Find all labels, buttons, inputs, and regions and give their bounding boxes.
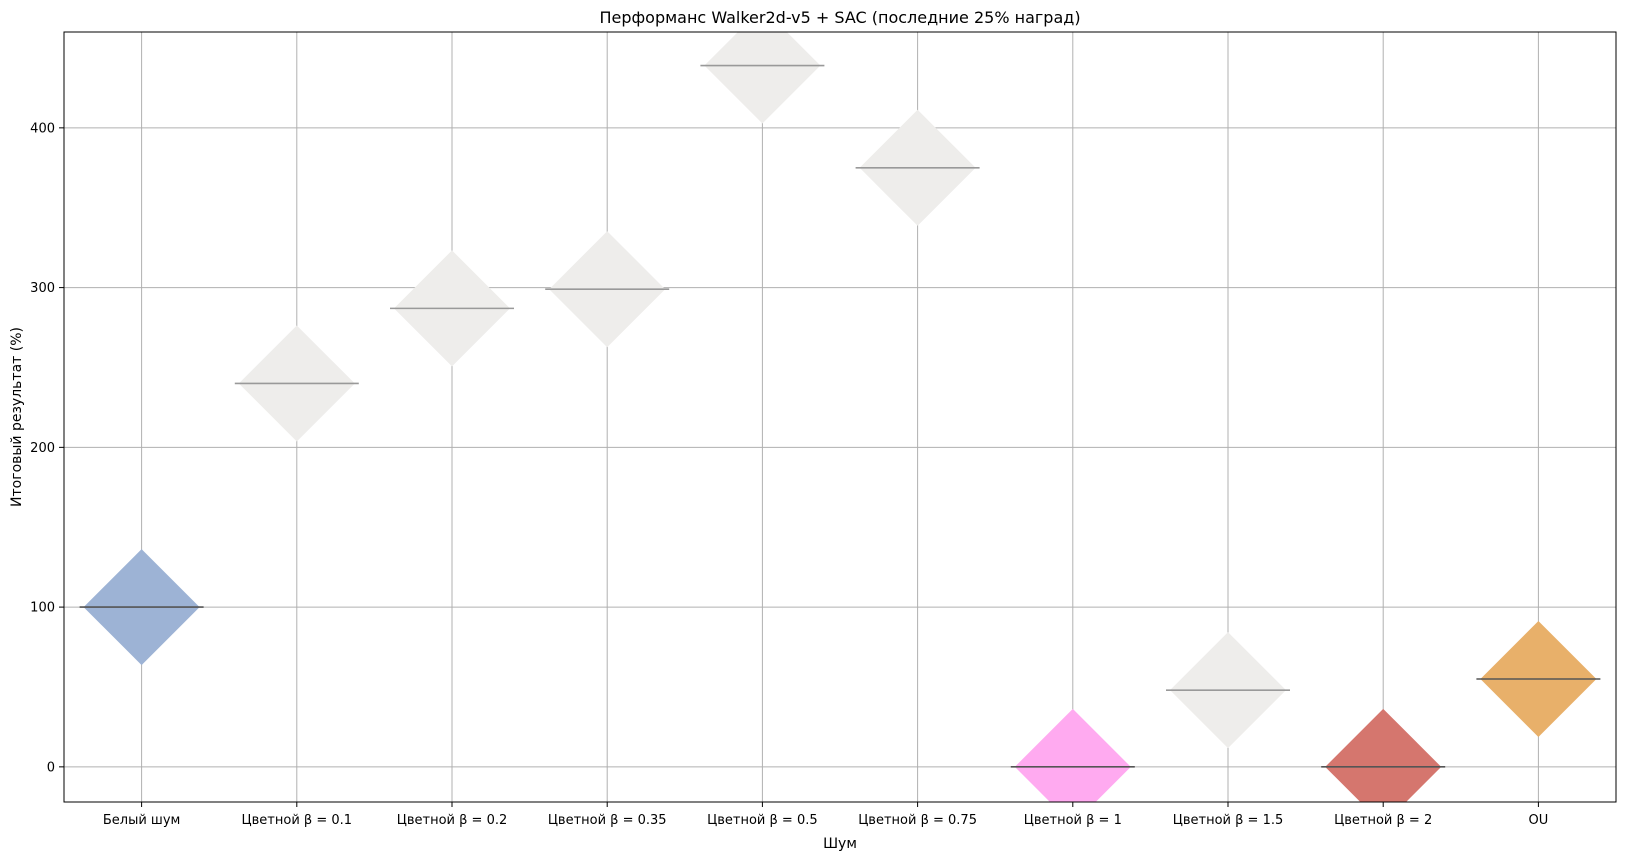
x-axis-label: Шум [823,836,857,852]
y-axis-label: Итоговый результат (%) [9,327,25,507]
y-tick-label: 0 [47,760,55,775]
x-tick-label: Цветной β = 0.75 [858,813,977,828]
y-tick-label: 300 [30,281,55,296]
y-tick-label: 400 [30,121,55,136]
grid [64,32,1616,802]
data-point-diamond [1014,708,1131,802]
y-tick-label: 100 [30,601,55,616]
x-tick-label: Цветной β = 0.35 [548,813,667,828]
x-tick-label: Цветной β = 0.1 [242,813,353,828]
data-marks [79,32,1601,802]
data-point-diamond [704,32,821,124]
plot-frame [63,31,1617,803]
data-point-diamond [1325,708,1442,802]
y-tick-label: 200 [30,441,55,456]
x-tick-label: Цветной β = 1.5 [1173,813,1284,828]
x-tick-label: OU [1529,813,1549,828]
x-tick-label: Цветной β = 0.2 [397,813,508,828]
x-tick-label: Цветной β = 0.5 [707,813,818,828]
x-tick-label: Цветной β = 2 [1334,813,1432,828]
axis-ticks: 0 100 200 300 400 Белый шум Цветной β = 0.1 Цве… [30,121,1548,828]
chart-title: Перформанс Walker2d-v5 + SAC (последние … [599,8,1080,27]
x-tick-label: Белый шум [103,813,180,828]
x-tick-label: Цветной β = 1 [1024,813,1122,828]
